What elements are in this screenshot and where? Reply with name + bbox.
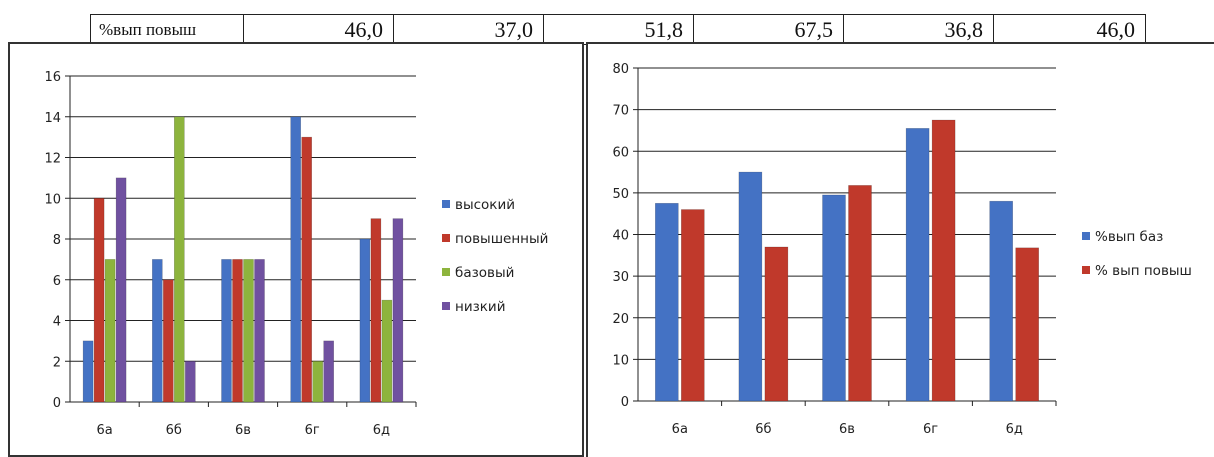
bar <box>243 259 254 403</box>
x-tick-label: 6б <box>166 423 182 438</box>
x-tick-label: 6д <box>373 423 390 438</box>
y-tick-label: 12 <box>44 152 61 167</box>
y-tick-label: 80 <box>612 62 629 77</box>
bar <box>82 340 94 403</box>
bar <box>185 360 196 403</box>
y-tick-label: 14 <box>44 111 61 126</box>
bar <box>232 259 243 403</box>
x-tick-label: 6в <box>839 422 855 437</box>
y-tick-label: 40 <box>612 229 629 244</box>
y-tick-label: 16 <box>44 70 61 85</box>
legend-swatch <box>1082 232 1090 240</box>
y-tick-label: 20 <box>612 312 629 327</box>
chart-right: 0 10 20 30 40 50 60 70 80 6а 6б 6в 6г 6д %вып баз % вып… <box>612 62 1192 437</box>
bar <box>764 246 789 402</box>
bar <box>221 259 232 403</box>
y-tick-label: 4 <box>53 315 61 330</box>
x-tick-label: 6д <box>1006 422 1023 437</box>
top-table: %вып повыш 46,0 37,0 51,8 67,5 36,8 46,0 <box>90 14 1146 45</box>
top-table-value: 37,0 <box>393 15 543 44</box>
x-tick-label: 6в <box>235 423 251 438</box>
x-tick-label: 6б <box>755 422 771 437</box>
bar <box>254 259 265 403</box>
x-tick-label: 6а <box>96 423 112 438</box>
top-table-value: 36,8 <box>843 15 993 44</box>
bar <box>370 218 382 403</box>
legend-label: %вып баз <box>1095 229 1163 245</box>
y-tick-label: 10 <box>44 192 61 207</box>
legend-swatch <box>442 200 450 208</box>
y-tick-label: 10 <box>612 353 629 368</box>
legend-label: высокий <box>455 197 515 213</box>
bar <box>738 171 763 402</box>
bar <box>323 340 335 403</box>
bar <box>359 238 371 403</box>
y-tick-label: 8 <box>53 233 61 248</box>
bar <box>1015 247 1040 402</box>
bar <box>152 259 163 403</box>
bar <box>822 194 846 402</box>
bar <box>905 128 930 402</box>
chart-left-panel: 0 2 4 6 8 10 12 14 16 6а 6б 6в 6г 6д высокий повышенный… <box>8 42 584 457</box>
y-tick-label: 0 <box>53 396 61 411</box>
bar <box>848 185 872 402</box>
top-table-value: 51,8 <box>543 15 693 44</box>
chart-right-panel: 0 10 20 30 40 50 60 70 80 6а 6б 6в 6г 6д %вып баз % вып… <box>586 42 1214 457</box>
bar <box>931 119 956 402</box>
y-tick-label: 0 <box>621 395 629 410</box>
legend-swatch <box>1082 266 1090 274</box>
y-tick-label: 6 <box>53 274 61 289</box>
legend-label: % вып повыш <box>1095 263 1192 279</box>
bar <box>655 202 679 402</box>
y-tick-label: 2 <box>53 355 61 370</box>
top-table-label: %вып повыш <box>99 19 197 39</box>
y-tick-label: 70 <box>612 104 629 119</box>
bar <box>174 116 185 403</box>
x-tick-label: 6г <box>305 423 320 438</box>
bar <box>381 299 393 403</box>
x-tick-label: 6а <box>672 422 688 437</box>
bar <box>290 116 302 403</box>
legend-swatch <box>442 234 450 242</box>
y-tick-label: 30 <box>612 270 629 285</box>
legend-label: низкий <box>455 299 505 315</box>
bar <box>312 360 324 403</box>
bar <box>301 136 313 403</box>
bar <box>989 200 1014 402</box>
top-table-value: 46,0 <box>993 15 1145 44</box>
legend-label: повышенный <box>455 231 548 247</box>
legend-label: базовый <box>455 265 514 281</box>
bar <box>163 279 174 403</box>
bar <box>104 259 116 403</box>
top-table-value: 46,0 <box>243 15 393 44</box>
top-table-value: 67,5 <box>693 15 843 44</box>
legend-swatch <box>442 302 450 310</box>
chart-left: 0 2 4 6 8 10 12 14 16 6а 6б 6в 6г 6д высокий повышенный… <box>44 70 548 438</box>
legend-swatch <box>442 268 450 276</box>
bar <box>93 197 105 403</box>
x-tick-label: 6г <box>923 422 938 437</box>
y-tick-label: 50 <box>612 187 629 202</box>
bar <box>681 209 705 402</box>
y-tick-label: 60 <box>612 145 629 160</box>
bar <box>392 218 404 403</box>
bar <box>115 177 127 403</box>
